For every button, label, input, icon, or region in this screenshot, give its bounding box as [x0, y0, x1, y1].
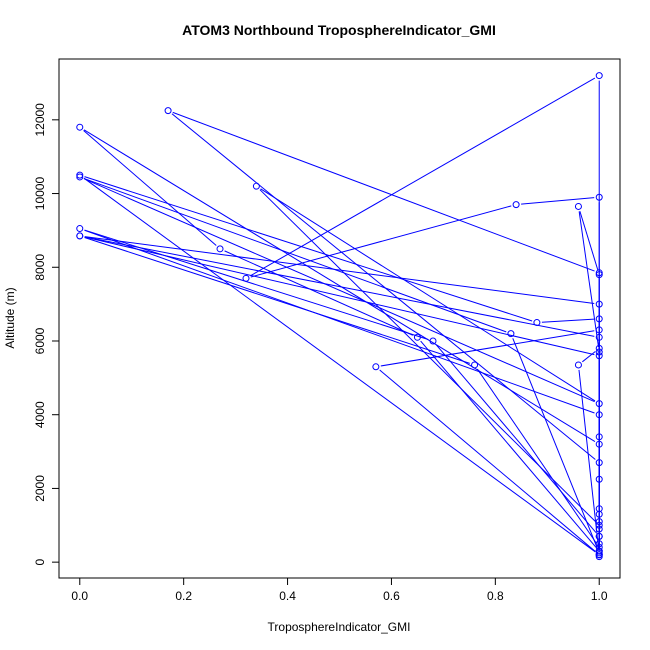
data-point [413, 333, 421, 341]
data-point [595, 532, 603, 540]
data-point [595, 547, 603, 555]
data-point [595, 459, 603, 467]
data-point [252, 182, 260, 190]
y-tick-label: 10000 [33, 177, 47, 211]
data-point [595, 518, 603, 526]
data-point [595, 344, 603, 352]
data-point [372, 363, 380, 371]
data-point [533, 319, 541, 327]
data-point [574, 361, 582, 369]
series-points [76, 72, 603, 561]
x-tick-label: 0.8 [487, 589, 504, 603]
data-point [595, 400, 603, 408]
series-segment [84, 236, 595, 356]
series-segment [521, 197, 595, 205]
series-segment [172, 111, 595, 272]
series-segment [582, 351, 596, 363]
x-tick-label: 0.4 [279, 589, 296, 603]
x-tick-label: 0.6 [383, 589, 400, 603]
series-segment [84, 176, 533, 322]
data-point [574, 202, 582, 210]
series-segment [476, 368, 597, 544]
data-point [595, 440, 603, 448]
x-axis-label: TroposphereIndicator_GMI [268, 620, 411, 634]
series-segment [84, 229, 595, 414]
data-point [595, 348, 603, 356]
data-point [595, 269, 603, 277]
data-point [595, 505, 603, 513]
series-segment [224, 250, 414, 336]
chart-title: ATOM3 Northbound TroposphereIndicator_GM… [182, 22, 496, 38]
data-point [595, 525, 603, 533]
data-point [595, 271, 603, 279]
series-segment [379, 369, 596, 552]
data-point [76, 123, 84, 131]
data-point [216, 245, 224, 253]
series-segment [541, 318, 595, 323]
data-point [512, 201, 520, 209]
series-segment [259, 189, 597, 523]
series-segment [83, 177, 596, 553]
series-segment [84, 236, 595, 304]
y-tick-label: 6000 [33, 327, 47, 354]
series-segment [578, 369, 600, 550]
data-point [595, 300, 603, 308]
data-point [76, 225, 84, 233]
data-point [471, 361, 479, 369]
data-point [595, 352, 603, 360]
x-tick-label: 1.0 [591, 589, 608, 603]
series-segment [83, 129, 596, 443]
series-segment [435, 344, 597, 533]
plot-frame [58, 58, 621, 579]
series-segment [579, 211, 599, 270]
data-point [595, 521, 603, 529]
data-point [429, 337, 437, 345]
data-point [242, 274, 250, 282]
y-tick-label: 4000 [33, 401, 47, 428]
data-point [595, 193, 603, 201]
y-axis: 0 2000 4000 6000 8000 10000 12000 [33, 103, 60, 565]
series-segment [84, 236, 595, 337]
data-point [595, 540, 603, 548]
series-segment [250, 77, 596, 277]
x-axis: 0.0 0.2 0.4 0.6 0.8 1.0 [71, 577, 608, 603]
series-segment [260, 188, 596, 402]
data-point [76, 173, 84, 181]
series-segment [84, 237, 470, 364]
data-point [595, 551, 603, 559]
y-tick-label: 0 [33, 558, 47, 565]
data-point [595, 543, 603, 551]
x-tick-label: 0.0 [71, 589, 88, 603]
x-tick-label: 0.2 [175, 589, 192, 603]
series-segment [380, 330, 595, 367]
data-point [164, 107, 172, 115]
series-segment [250, 205, 512, 278]
data-point [595, 326, 603, 334]
data-point [595, 475, 603, 483]
data-point [595, 433, 603, 441]
series-line [83, 77, 600, 553]
data-point [595, 411, 603, 419]
series-segment [512, 338, 598, 549]
series-segment [84, 178, 595, 403]
series-segment [171, 113, 596, 460]
y-tick-label: 12000 [33, 103, 47, 137]
y-axis-label: Altitude (m) [3, 287, 17, 348]
data-point [595, 333, 603, 341]
y-tick-label: 2000 [33, 475, 47, 502]
series-segment [420, 340, 597, 548]
y-tick-label: 8000 [33, 254, 47, 281]
series-segment [84, 178, 507, 333]
data-point [76, 232, 84, 240]
data-point [76, 171, 84, 179]
data-point [507, 330, 515, 338]
data-point [595, 72, 603, 80]
data-point [595, 315, 603, 323]
series-segment [578, 211, 600, 348]
